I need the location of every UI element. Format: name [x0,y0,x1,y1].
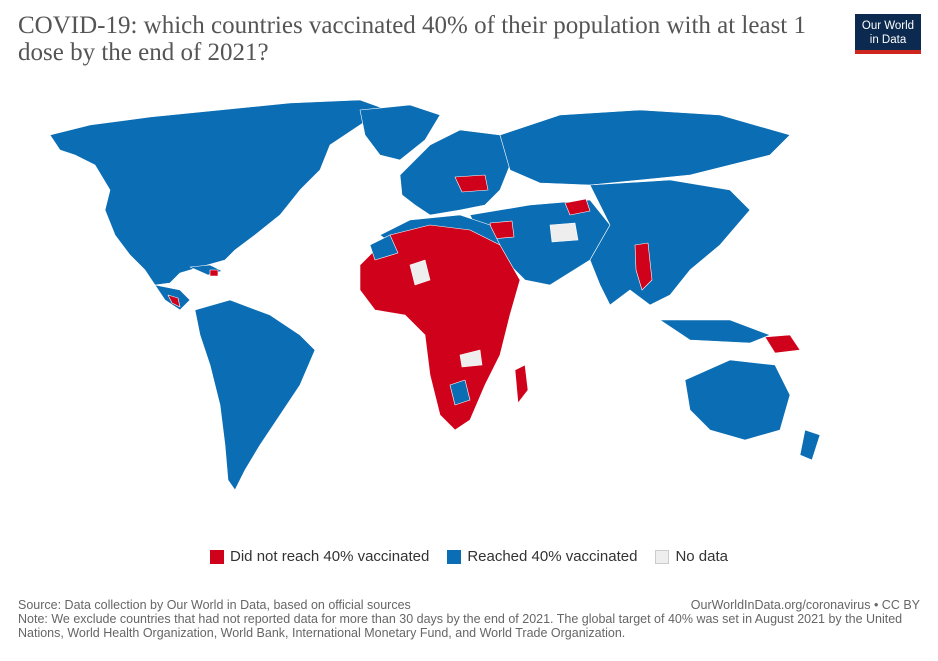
owid-logo[interactable]: Our World in Data [855,14,921,54]
region-australia [684,359,791,441]
footer: Source: Data collection by Our World in … [18,598,920,640]
legend-label-no-data: No data [675,548,728,565]
region-western-sahara [409,259,431,286]
region-indonesia [659,319,771,344]
region-zambia [459,349,483,368]
region-central-america-red [167,294,181,308]
legend: Did not reach 40% vaccinated Reached 40%… [0,548,938,565]
region-rwanda-botswana [449,379,471,406]
region-png [764,334,801,354]
world-map[interactable] [30,95,870,515]
region-north-america [49,99,386,286]
chart-title: COVID-19: which countries vaccinated 40%… [18,12,806,66]
region-kyrgyzstan [564,198,591,216]
logo-line-1: Our World [861,20,915,32]
region-new-zealand [799,429,821,461]
region-russia [499,109,791,186]
legend-item-reached[interactable]: Reached 40% vaccinated [447,548,637,565]
region-asia [589,179,751,306]
legend-swatch-no-data [655,549,670,564]
footnote: Note: We exclude countries that had not … [18,612,903,640]
region-south-america [194,299,316,491]
legend-item-not-reached[interactable]: Did not reach 40% vaccinated [210,548,429,565]
region-haiti [209,269,219,277]
legend-label-reached: Reached 40% vaccinated [467,548,638,565]
legend-item-no-data[interactable]: No data [655,548,728,565]
region-africa [359,224,521,431]
region-greenland [359,104,441,161]
logo-line-2: in Data [869,34,907,46]
legend-swatch-reached [447,549,462,564]
region-afghanistan [549,222,579,243]
region-morocco [369,234,399,261]
region-myanmar [634,242,653,291]
region-europe [399,129,511,216]
source-url[interactable]: OurWorldInData.org/coronavirus • CC BY [690,598,920,612]
legend-label-not-reached: Did not reach 40% vaccinated [230,548,430,565]
region-madagascar [514,364,529,404]
legend-swatch-not-reached [210,549,225,564]
source-text: Source: Data collection by Our World in … [18,598,411,612]
region-ukraine [454,174,489,193]
